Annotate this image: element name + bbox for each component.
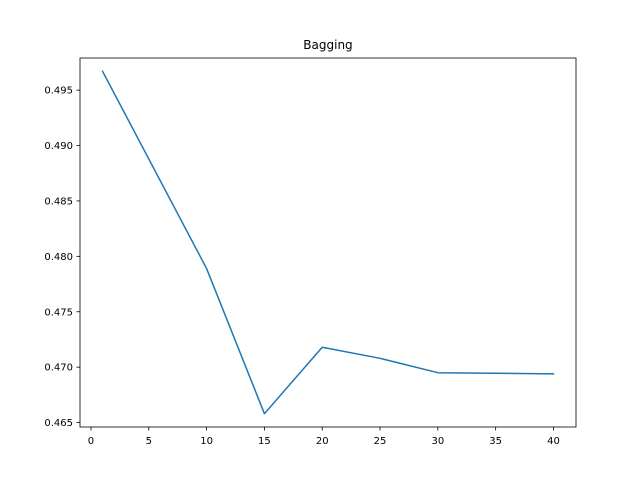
x-tick-label: 40	[547, 436, 560, 447]
y-tick-label: 0.480	[44, 252, 73, 263]
x-tick-label: 30	[431, 436, 444, 447]
y-tick-label: 0.490	[44, 141, 73, 152]
x-tick-label: 10	[200, 436, 213, 447]
y-tick-label: 0.475	[44, 307, 73, 318]
x-tick-label: 35	[489, 436, 502, 447]
x-tick-label: 5	[146, 436, 152, 447]
series-line-0	[101, 70, 555, 415]
x-tick-label: 20	[316, 436, 329, 447]
x-tick-label: 15	[258, 436, 271, 447]
chart-title: Bagging	[303, 38, 352, 52]
y-tick-label: 0.485	[44, 196, 73, 207]
y-tick-label: 0.465	[44, 418, 73, 429]
y-tick-label: 0.495	[44, 86, 73, 97]
y-tick-label: 0.470	[44, 363, 73, 374]
plot-area: 0 5 10 15 20 25 30 35 40 0.465 0.470 0.475 0.480 0.48…	[44, 57, 577, 447]
x-tick-label: 0	[88, 436, 94, 447]
x-tick-label: 25	[374, 436, 387, 447]
axes-frame	[79, 57, 577, 428]
